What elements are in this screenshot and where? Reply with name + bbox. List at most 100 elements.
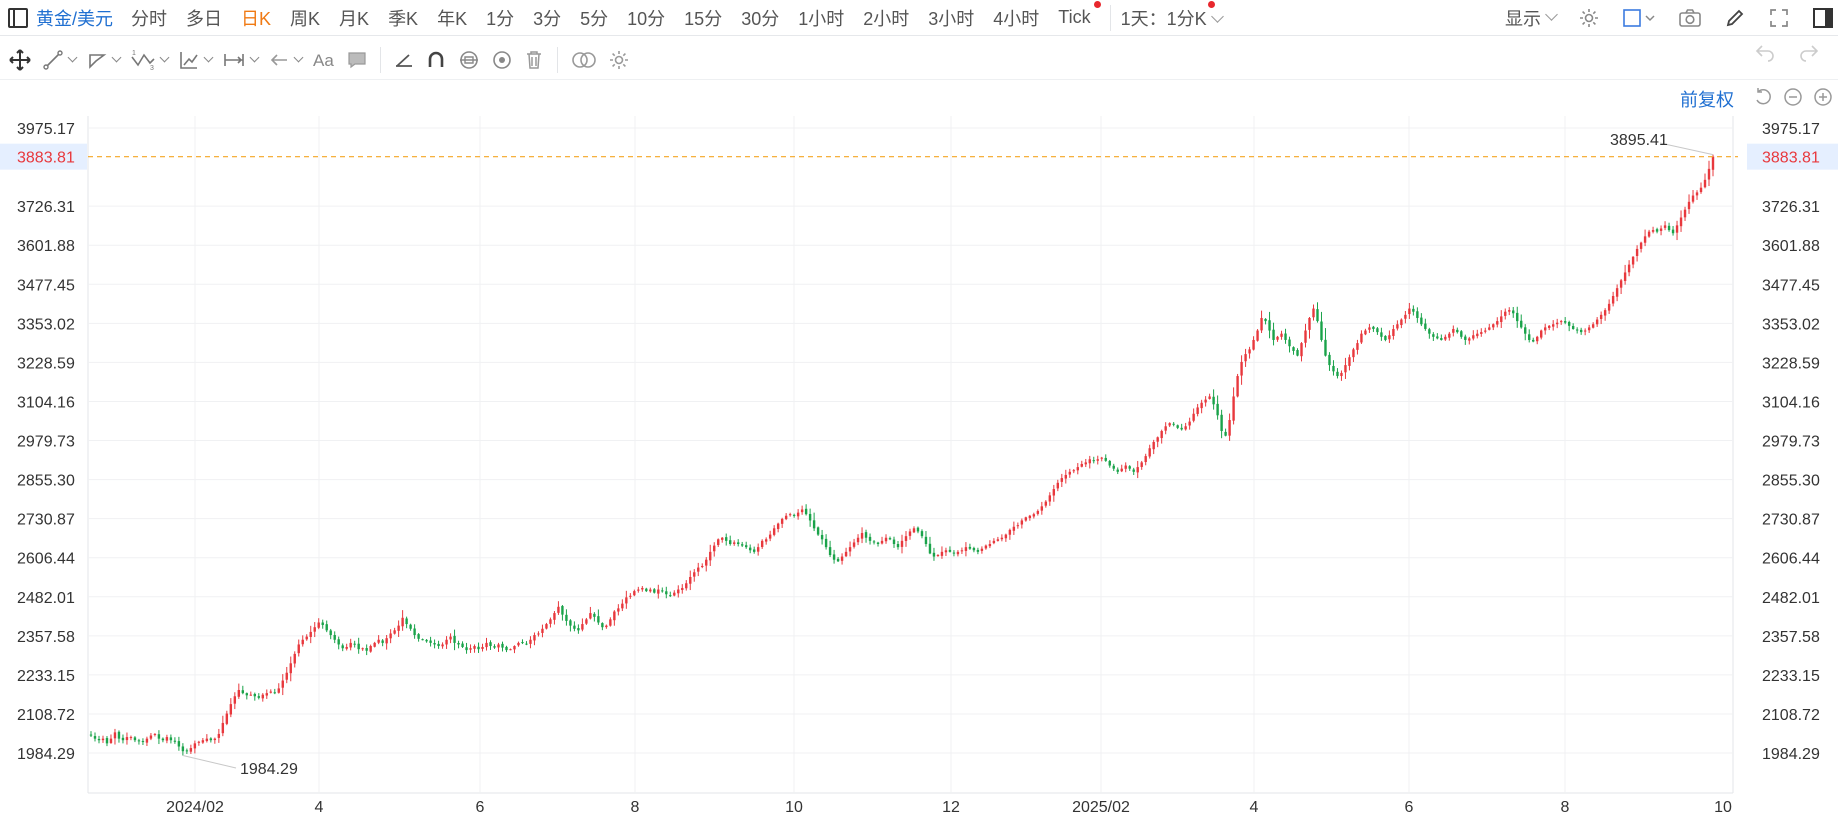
period-2hour[interactable]: 2小时 [863, 8, 910, 29]
price-adjust-button[interactable]: 前复权 [1680, 90, 1734, 110]
camera-icon[interactable] [1678, 7, 1702, 29]
period-tick[interactable]: Tick [1058, 7, 1091, 27]
redo-icon[interactable] [1798, 42, 1820, 67]
candle [1124, 462, 1127, 473]
candle [665, 586, 668, 599]
reset-icon[interactable] [1752, 86, 1774, 113]
candle [621, 599, 624, 612]
candle [1204, 396, 1207, 407]
fullscreen-icon[interactable] [1768, 7, 1790, 29]
candle-body [872, 541, 876, 543]
period-yearly[interactable]: 年K [437, 8, 468, 29]
candle-body [1240, 361, 1243, 376]
candle [752, 546, 756, 554]
candle-body [545, 624, 548, 629]
sidebar-toggle-icon[interactable] [8, 7, 28, 28]
text-tool-icon[interactable]: Aa [312, 42, 336, 78]
period-4hour[interactable]: 4小时 [993, 8, 1040, 29]
trash-icon[interactable] [523, 42, 545, 78]
candle-body [1436, 336, 1439, 339]
move-cross-icon[interactable] [8, 42, 32, 78]
candle-body [1456, 329, 1459, 333]
candle-body [800, 509, 804, 513]
top-bar: 黄金/美元 分时 多日 日K 周K 月K 季K 年K 1分 3分 5分 10分 … [0, 0, 1838, 36]
period-monthly[interactable]: 月K [339, 8, 370, 29]
gear-icon[interactable] [608, 42, 630, 78]
y-tick-label-right: 3726.31 [1762, 199, 1820, 216]
candle [764, 537, 768, 545]
candle [1448, 331, 1451, 341]
candle-body [1276, 336, 1279, 340]
candle [1631, 256, 1635, 269]
min-annotation-line [182, 755, 237, 769]
period-intraday[interactable]: 分时 [131, 8, 168, 29]
range-tool[interactable] [222, 42, 260, 78]
candle [1180, 423, 1183, 431]
candle [425, 638, 428, 643]
candle-body [1468, 338, 1471, 341]
period-1min[interactable]: 1分 [486, 8, 515, 29]
candle [1655, 227, 1659, 234]
candle [521, 639, 524, 645]
candle-body [1204, 399, 1207, 403]
candle [625, 590, 628, 609]
candle-body [661, 590, 664, 592]
magnet-icon[interactable] [425, 42, 447, 78]
candle [369, 644, 372, 653]
period-3hour[interactable]: 3小时 [928, 8, 975, 29]
period-30min[interactable]: 30分 [741, 8, 780, 29]
lock-drawing-icon[interactable] [457, 42, 481, 78]
candle [1056, 479, 1060, 492]
measure-tool[interactable] [178, 42, 214, 78]
candle [409, 623, 412, 631]
arrow-tool[interactable] [268, 42, 304, 78]
eye-icon[interactable] [491, 42, 513, 78]
symbol-name[interactable]: 黄金/美元 [36, 8, 114, 29]
compare-icon[interactable] [570, 42, 598, 78]
candle-body [281, 680, 284, 688]
candle-body [988, 544, 992, 547]
trendline-tool[interactable] [42, 42, 78, 78]
period-5min[interactable]: 5分 [580, 8, 609, 29]
candle [1272, 322, 1275, 346]
zoom-out-icon[interactable] [1782, 86, 1804, 113]
period-quarterly[interactable]: 季K [388, 8, 419, 29]
candle-body [1340, 372, 1343, 377]
period-weekly[interactable]: 周K [290, 8, 321, 29]
candle-body [425, 639, 428, 642]
candle-body [305, 636, 308, 640]
candle [888, 536, 892, 541]
candle-body [1032, 514, 1036, 517]
polygon-tool[interactable] [86, 42, 122, 78]
candle [948, 546, 952, 553]
layout-square-icon[interactable] [1622, 7, 1656, 29]
y-tick-label-left: 2606.44 [17, 551, 75, 568]
zoom-in-icon[interactable] [1812, 86, 1834, 113]
period-10min[interactable]: 10分 [627, 8, 666, 29]
candle [1300, 342, 1303, 362]
candle [1332, 360, 1335, 376]
candle-body [573, 625, 576, 629]
period-1hour[interactable]: 1小时 [798, 8, 845, 29]
candle-body [705, 559, 708, 566]
panel-toggle-icon[interactable] [1812, 7, 1834, 29]
angle-icon[interactable] [393, 42, 415, 78]
period-15min[interactable]: 15分 [684, 8, 723, 29]
pencil-icon[interactable] [1724, 7, 1746, 29]
period-multi-day[interactable]: 多日 [186, 8, 223, 29]
candle [325, 620, 328, 633]
interval-dropdown[interactable]: 1天：1分K [1121, 5, 1224, 31]
candle-body [1663, 225, 1667, 228]
undo-icon[interactable] [1754, 42, 1776, 67]
candle-body [397, 625, 400, 631]
candle-body [249, 694, 253, 696]
period-3min[interactable]: 3分 [533, 8, 562, 29]
period-daily[interactable]: 日K [241, 8, 272, 29]
candle [928, 536, 932, 555]
settings-gear-icon[interactable] [1578, 7, 1600, 29]
candle-body [245, 693, 249, 696]
comment-icon[interactable] [346, 42, 368, 78]
display-dropdown[interactable]: 显示 [1505, 5, 1558, 31]
